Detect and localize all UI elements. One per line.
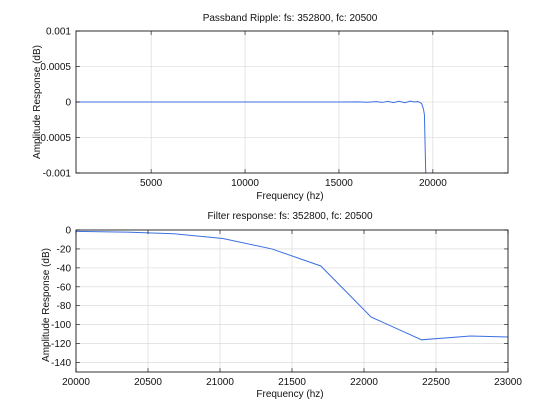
x-tick-label: 20000 <box>419 178 447 189</box>
y-axis-label: Amplitude Response (dB) <box>41 248 52 362</box>
y-tick-label: -20 <box>57 244 72 255</box>
y-tick-label: -0.0005 <box>37 133 71 144</box>
x-axis-label: Frequency (hz) <box>256 389 323 400</box>
ticks: 5000 10000 15000 20000 -0.001 -0.0005 0 0.0005 0… <box>37 27 508 189</box>
y-tick-label: -40 <box>57 263 72 274</box>
y-tick-label: 0.0005 <box>40 62 71 73</box>
y-tick-label: -60 <box>57 282 72 293</box>
y-tick-label: -100 <box>51 320 71 331</box>
ticks: 20000 20500 21000 21500 22000 22500 23000 0 -20 -… <box>51 226 522 389</box>
x-tick-label: 21000 <box>206 377 234 388</box>
y-axis-label: Amplitude Response (dB) <box>32 45 43 159</box>
x-tick-label: 15000 <box>325 178 353 189</box>
x-axis-label: Frequency (hz) <box>256 191 323 202</box>
chart-title: Passband Ripple: fs: 352800, fc: 20500 <box>203 13 378 24</box>
y-tick-label: -80 <box>57 301 72 312</box>
x-tick-label: 20000 <box>62 377 90 388</box>
x-tick-label: 10000 <box>231 178 259 189</box>
x-tick-label: 21500 <box>278 377 306 388</box>
y-tick-label: 0 <box>65 226 71 237</box>
series-line <box>76 100 427 173</box>
x-tick-label: 5000 <box>140 178 163 189</box>
y-tick-label: 0 <box>65 98 71 109</box>
y-tick-label: -0.001 <box>43 169 72 180</box>
x-tick-label: 23000 <box>494 377 522 388</box>
x-tick-label: 22500 <box>422 377 450 388</box>
chart-title: Filter response: fs: 352800, fc: 20500 <box>207 211 373 222</box>
y-tick-label: 0.001 <box>46 27 71 38</box>
series-group <box>76 230 508 341</box>
series-group <box>76 100 427 173</box>
x-tick-label: 20500 <box>134 377 162 388</box>
series-line <box>76 230 508 341</box>
passband-ripple-chart: Passband Ripple: fs: 352800, fc: 20500 F… <box>32 13 509 202</box>
y-tick-label: -140 <box>51 358 71 369</box>
x-tick-label: 22000 <box>350 377 378 388</box>
y-tick-label: -120 <box>51 339 71 350</box>
filter-response-chart: Filter response: fs: 352800, fc: 20500 F… <box>41 211 522 400</box>
